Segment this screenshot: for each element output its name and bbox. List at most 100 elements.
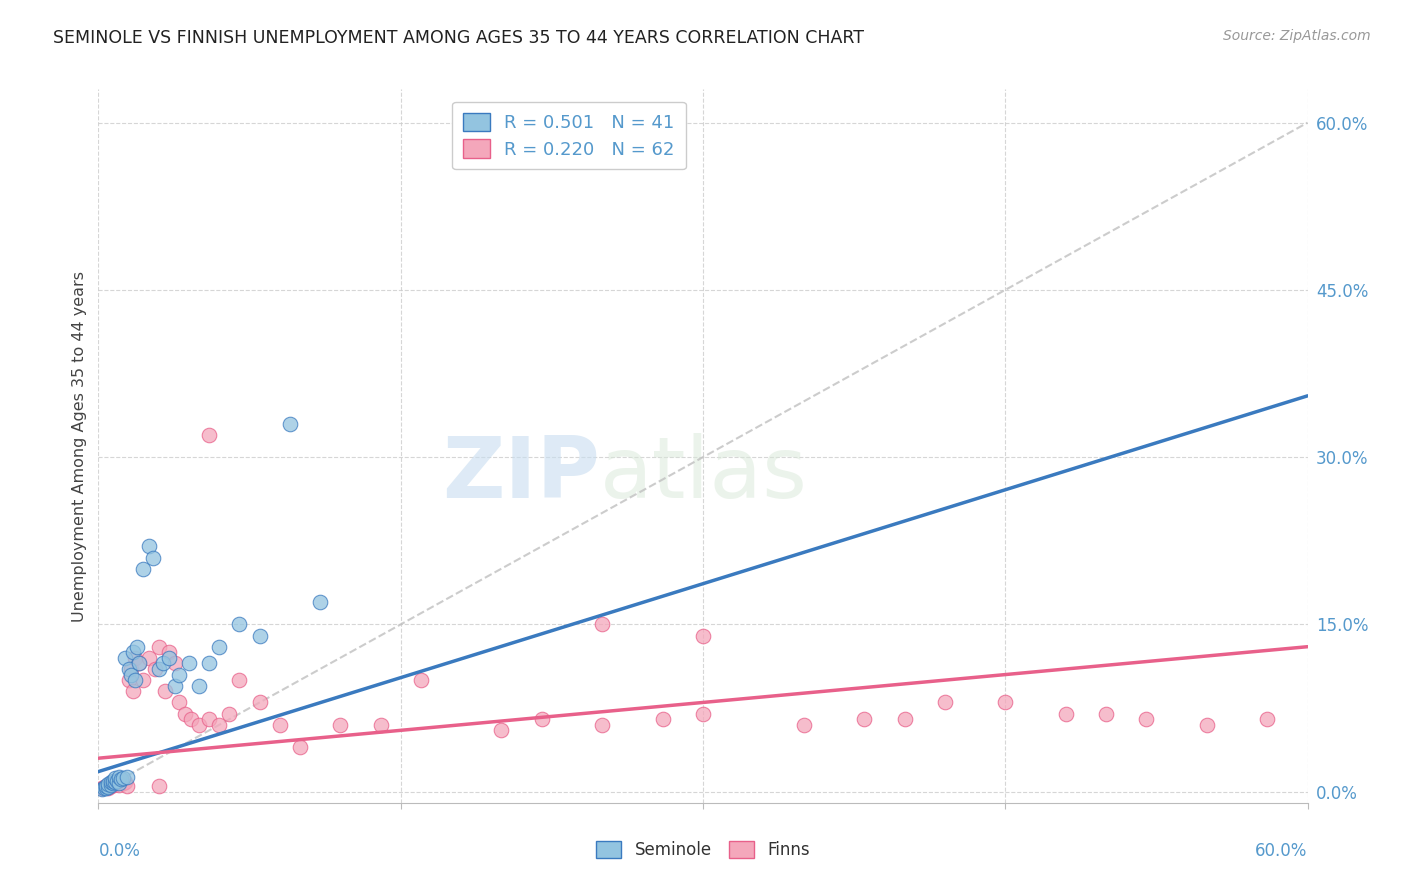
Point [163, 657, 186, 671]
Point [208, 717, 231, 731]
Point [198, 712, 221, 726]
Point [121, 645, 143, 659]
Point [167, 667, 190, 681]
Point [105, 776, 128, 790]
Point [110, 772, 132, 787]
Point [118, 662, 141, 676]
Text: SEMINOLE VS FINNISH UNEMPLOYMENT AMONG AGES 35 TO 44 YEARS CORRELATION CHART: SEMINOLE VS FINNISH UNEMPLOYMENT AMONG A… [53, 29, 865, 46]
Point [97, 777, 120, 791]
Point [138, 651, 160, 665]
Point [93, 780, 115, 795]
Point [101, 776, 124, 790]
Point [96, 781, 118, 796]
Point [132, 673, 155, 687]
Point [692, 706, 714, 721]
Text: 60.0%: 60.0% [1256, 842, 1308, 860]
Point [167, 696, 190, 710]
Point [157, 645, 180, 659]
Point [100, 779, 122, 793]
Point [115, 779, 138, 793]
Point [153, 684, 176, 698]
Point [103, 777, 125, 791]
Point [100, 776, 122, 790]
Point [100, 778, 122, 792]
Point [91, 782, 114, 797]
Point [125, 640, 148, 654]
Point [107, 778, 129, 792]
Point [91, 781, 114, 796]
Point [93, 781, 115, 796]
Point [329, 717, 352, 731]
Point [269, 717, 291, 731]
Point [409, 673, 432, 687]
Point [142, 550, 165, 565]
Point [128, 657, 150, 671]
Point [96, 779, 118, 793]
Point [124, 673, 146, 687]
Point [97, 780, 120, 795]
Point [174, 706, 197, 721]
Point [97, 781, 120, 796]
Text: 0.0%: 0.0% [98, 842, 141, 860]
Point [1135, 712, 1157, 726]
Point [157, 651, 180, 665]
Point [111, 776, 134, 790]
Point [180, 712, 202, 726]
Point [692, 628, 714, 642]
Point [218, 706, 240, 721]
Point [103, 771, 125, 786]
Point [228, 617, 250, 632]
Point [138, 539, 160, 553]
Point [591, 617, 613, 632]
Point [228, 673, 250, 687]
Point [143, 662, 166, 676]
Point [853, 712, 876, 726]
Point [249, 628, 271, 642]
Point [198, 657, 221, 671]
Point [124, 651, 146, 665]
Point [128, 657, 150, 671]
Point [1095, 706, 1118, 721]
Point [309, 595, 332, 609]
Point [103, 773, 125, 788]
Point [114, 651, 136, 665]
Point [591, 717, 613, 731]
Point [188, 679, 211, 693]
Point [1054, 706, 1077, 721]
Point [148, 779, 170, 793]
Point [179, 657, 201, 671]
Point [893, 712, 915, 726]
Y-axis label: Unemployment Among Ages 35 to 44 years: Unemployment Among Ages 35 to 44 years [72, 270, 87, 622]
Point [793, 717, 815, 731]
Point [107, 770, 129, 784]
Point [103, 774, 125, 789]
Point [188, 717, 211, 731]
Point [114, 774, 136, 789]
Point [1195, 717, 1218, 731]
Point [120, 662, 142, 676]
Point [132, 562, 155, 576]
Point [1256, 712, 1278, 726]
Point [105, 773, 128, 788]
Point [249, 696, 271, 710]
Point [100, 774, 122, 789]
Point [118, 673, 141, 687]
Point [101, 773, 124, 788]
Text: Source: ZipAtlas.com: Source: ZipAtlas.com [1223, 29, 1371, 43]
Point [148, 662, 170, 676]
Point [111, 771, 134, 786]
Point [96, 780, 118, 795]
Point [101, 778, 124, 792]
Point [121, 684, 143, 698]
Point [163, 679, 186, 693]
Point [110, 773, 132, 788]
Point [107, 776, 129, 790]
Legend: Seminole, Finns: Seminole, Finns [589, 834, 817, 866]
Text: atlas: atlas [600, 433, 808, 516]
Point [994, 696, 1017, 710]
Point [97, 778, 120, 792]
Point [152, 657, 174, 671]
Point [934, 696, 956, 710]
Point [208, 640, 231, 654]
Point [198, 427, 221, 442]
